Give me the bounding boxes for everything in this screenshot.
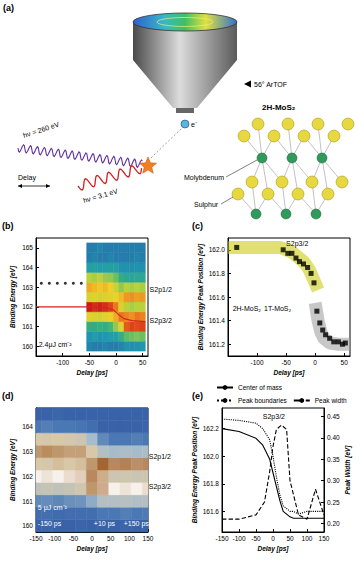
- svg-text:Binding Energy [eV]: Binding Energy [eV]: [9, 265, 17, 328]
- svg-text:163: 163: [22, 448, 33, 455]
- svg-text:Peak width: Peak width: [315, 397, 347, 404]
- svg-text:161.2: 161.2: [209, 341, 226, 348]
- svg-text:-50: -50: [281, 359, 291, 366]
- svg-text:2.4μJ cm⁻²: 2.4μJ cm⁻²: [39, 341, 73, 349]
- svg-text:165: 165: [22, 244, 33, 251]
- svg-text:163: 163: [22, 284, 33, 291]
- svg-text:160: 160: [22, 343, 33, 350]
- svg-text:162: 162: [22, 473, 33, 480]
- svg-text:162.0: 162.0: [209, 246, 226, 253]
- svg-text:Delay [ps]: Delay [ps]: [273, 369, 305, 377]
- svg-text:-150: -150: [215, 535, 228, 542]
- svg-text:Delay [ps]: Delay [ps]: [257, 545, 289, 553]
- svg-text:162: 162: [22, 303, 33, 310]
- svg-text:S2p3/2: S2p3/2: [263, 413, 285, 421]
- svg-text:161.6: 161.6: [209, 294, 226, 301]
- svg-text:100: 100: [302, 535, 313, 542]
- svg-text:0: 0: [114, 359, 118, 366]
- svg-text:S2p3/2: S2p3/2: [149, 483, 171, 491]
- svg-text:0.40: 0.40: [327, 434, 340, 441]
- svg-text:0.20: 0.20: [327, 520, 340, 527]
- svg-text:-50: -50: [69, 535, 79, 542]
- svg-text:0: 0: [90, 535, 94, 542]
- svg-text:2H-MoS₂: 2H-MoS₂: [262, 103, 296, 112]
- svg-text:S2p1/2: S2p1/2: [150, 286, 172, 294]
- svg-text:(a): (a): [3, 3, 14, 13]
- svg-text:0: 0: [313, 359, 317, 366]
- svg-text:-100: -100: [232, 535, 245, 542]
- svg-text:161.8: 161.8: [209, 270, 226, 277]
- svg-text:(c): (c): [192, 221, 203, 231]
- svg-text:S2p3/2: S2p3/2: [286, 240, 308, 248]
- svg-text:e⁻: e⁻: [191, 121, 198, 128]
- svg-text:(d): (d): [2, 391, 14, 401]
- svg-text:161: 161: [22, 323, 33, 330]
- svg-text:50: 50: [139, 359, 147, 366]
- svg-text:Delay: Delay: [18, 174, 36, 182]
- svg-text:150: 150: [319, 535, 330, 542]
- svg-text:164: 164: [22, 264, 33, 271]
- svg-text:Delay [ps]: Delay [ps]: [76, 545, 108, 553]
- svg-text:hν = 3.1 eV: hν = 3.1 eV: [82, 187, 118, 204]
- svg-text:-100: -100: [48, 535, 61, 542]
- svg-text:Center of mass: Center of mass: [238, 384, 283, 391]
- svg-text:2H-MoS₂: 2H-MoS₂: [233, 305, 262, 312]
- svg-text:160: 160: [22, 522, 33, 529]
- svg-text:161.4: 161.4: [209, 317, 226, 324]
- svg-text:Binding Energy Peak Position [: Binding Energy Peak Position [eV]: [191, 416, 199, 523]
- svg-text:S2p3/2: S2p3/2: [150, 317, 172, 325]
- svg-text:-150: -150: [29, 535, 42, 542]
- svg-text:161: 161: [22, 498, 33, 505]
- svg-text:50: 50: [341, 359, 349, 366]
- svg-text:hν = 260 eV: hν = 260 eV: [22, 121, 60, 139]
- svg-text:161.6: 161.6: [203, 508, 220, 515]
- svg-text:162.2: 162.2: [203, 425, 220, 432]
- svg-text:-50: -50: [251, 535, 261, 542]
- svg-text:-100: -100: [251, 359, 264, 366]
- svg-text:100: 100: [124, 535, 135, 542]
- svg-text:-100: -100: [56, 359, 69, 366]
- svg-text:Sulphur: Sulphur: [194, 201, 219, 209]
- svg-text:-50: -50: [85, 359, 95, 366]
- svg-text:Binding Energy [eV]: Binding Energy [eV]: [9, 438, 17, 501]
- svg-text:164: 164: [22, 423, 33, 430]
- svg-text:(e): (e): [192, 391, 203, 401]
- svg-text:0.25: 0.25: [327, 499, 340, 506]
- svg-text:-150 ps: -150 ps: [38, 520, 62, 528]
- svg-text:Binding Energy Peak Position [: Binding Energy Peak Position [eV]: [197, 243, 205, 350]
- svg-text:Peak Width [eV]: Peak Width [eV]: [344, 445, 352, 495]
- svg-text:(b): (b): [2, 221, 14, 231]
- svg-text:5 μJ cm⁻²: 5 μJ cm⁻²: [38, 504, 68, 512]
- svg-text:0.30: 0.30: [327, 477, 340, 484]
- svg-text:1T-MoS₂: 1T-MoS₂: [264, 305, 292, 312]
- svg-text:161.8: 161.8: [203, 480, 220, 487]
- svg-text:Peak boundaries: Peak boundaries: [238, 397, 288, 404]
- svg-text:150: 150: [143, 535, 154, 542]
- svg-text:0.35: 0.35: [327, 456, 340, 463]
- svg-text:+10 ps: +10 ps: [94, 520, 116, 528]
- svg-text:50: 50: [107, 535, 115, 542]
- svg-text:56° ArTOF: 56° ArTOF: [254, 81, 287, 88]
- svg-text:S2p1/2: S2p1/2: [149, 453, 171, 461]
- svg-text:50: 50: [286, 535, 294, 542]
- svg-text:162.0: 162.0: [203, 453, 220, 460]
- svg-text:0.45: 0.45: [327, 413, 340, 420]
- svg-text:Molybdenum: Molybdenum: [184, 174, 224, 182]
- svg-text:Delay [ps]: Delay [ps]: [76, 369, 108, 377]
- svg-text:0: 0: [271, 535, 275, 542]
- svg-text:+150 ps: +150 ps: [124, 520, 150, 528]
